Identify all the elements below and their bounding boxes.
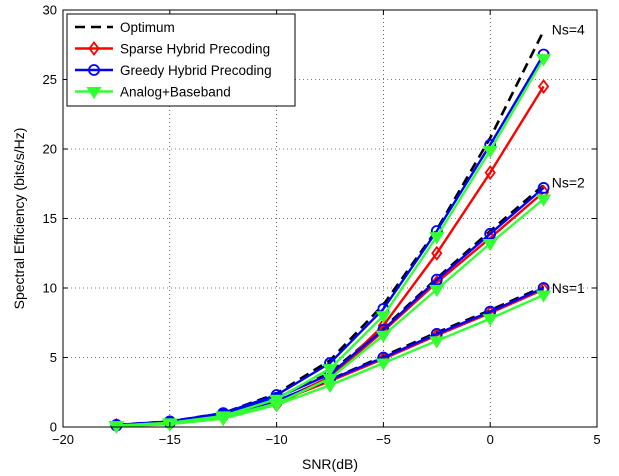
legend-label: Sparse Hybrid Precoding	[120, 42, 270, 57]
legend-item: Greedy Hybrid Precoding	[75, 63, 272, 78]
series-layer	[108, 30, 552, 435]
data-point	[108, 421, 125, 435]
data-point	[375, 311, 392, 324]
x-tick-label: −15	[159, 432, 181, 447]
data-point	[482, 314, 498, 327]
legend-label: Analog+Baseband	[120, 85, 231, 100]
data-point	[268, 400, 285, 413]
data-point	[537, 182, 550, 194]
legend-item: Optimum	[75, 20, 175, 35]
data-point	[431, 245, 443, 261]
y-tick-label: 10	[43, 281, 57, 296]
y-tick-label: 25	[43, 72, 57, 87]
annotation-label: Ns=1	[552, 280, 585, 296]
legend-marker	[86, 87, 102, 100]
data-point	[215, 414, 231, 427]
legend: Optimum Sparse Hybrid Precoding Greedy Hyb…	[66, 13, 296, 107]
x-axis-label: SNR(dB)	[302, 456, 358, 472]
data-point	[482, 145, 498, 159]
annotation-label: Ns=4	[552, 21, 585, 37]
x-tick-label: 0	[487, 432, 494, 447]
y-tick-label: 30	[43, 3, 57, 18]
legend-label: Optimum	[120, 20, 175, 35]
legend-marker	[88, 64, 100, 76]
data-point	[375, 358, 392, 371]
legend-marker	[88, 41, 100, 56]
y-axis-label: Spectral Efficiency (bits/s/Hz)	[11, 128, 27, 310]
x-tick-label: 5	[593, 432, 600, 447]
y-tick-label: 5	[50, 350, 57, 365]
data-point	[484, 227, 497, 240]
annotations: Ns=4 Ns=2 Ns=1	[552, 21, 585, 296]
annotation-label: Ns=2	[552, 174, 585, 190]
x-tick-label: −5	[376, 432, 391, 447]
x-tick-label: −10	[266, 432, 288, 447]
legend-item: Sparse Hybrid Precoding	[75, 41, 270, 57]
data-point	[429, 284, 445, 298]
data-point	[322, 373, 338, 387]
y-tick-label: 15	[43, 211, 57, 226]
data-point	[430, 273, 443, 286]
data-point	[322, 380, 338, 393]
legend-item: Analog+Baseband	[75, 85, 231, 100]
x-tick-label: −20	[52, 432, 74, 447]
axis-ticks: −20 −15 −10 −5 0 5 0 5 10 15 20 25 30	[43, 3, 601, 448]
data-point	[535, 54, 552, 67]
data-point	[537, 78, 550, 94]
y-tick-label: 0	[50, 420, 57, 435]
series-analog-baseband	[108, 54, 552, 435]
y-tick-label: 20	[43, 142, 57, 157]
data-point	[322, 364, 338, 377]
data-point	[535, 194, 552, 207]
data-point	[429, 336, 445, 349]
data-point	[484, 165, 496, 181]
data-point	[482, 239, 498, 252]
data-point	[535, 290, 552, 303]
data-point	[375, 330, 392, 343]
legend-label: Greedy Hybrid Precoding	[120, 63, 272, 78]
data-point	[429, 232, 445, 245]
